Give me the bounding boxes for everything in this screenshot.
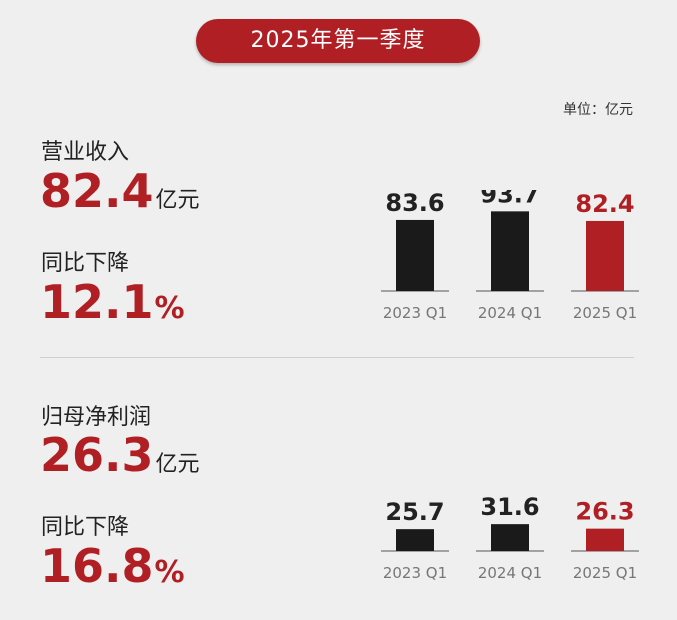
revenue-bar-2023-q1 xyxy=(396,219,434,291)
net-profit-value: 26.3亿元 xyxy=(40,432,200,488)
net-profit-change-label: 同比下降 xyxy=(41,515,130,540)
net-profit-bar-2025-q1 xyxy=(586,528,624,551)
revenue-category-label: 2023 Q1 xyxy=(383,304,447,322)
revenue-category-label: 2025 Q1 xyxy=(573,304,637,322)
net-profit-bar-2024-q1 xyxy=(491,524,529,551)
revenue-change-number: 12.1 xyxy=(40,275,154,329)
revenue-value-label: 93.7 xyxy=(480,190,539,208)
net-profit-value-label: 31.6 xyxy=(480,493,539,521)
unit-label: 单位：亿元 xyxy=(563,102,633,118)
revenue-change-percent: % xyxy=(154,291,185,326)
revenue-change-value: 12.1% xyxy=(40,279,185,332)
net-profit-category-label: 2023 Q1 xyxy=(383,564,447,582)
revenue-label: 营业收入 xyxy=(41,140,130,165)
revenue-change-label: 同比下降 xyxy=(41,251,130,276)
revenue-bar-chart: 83.6 2023 Q1 93.7 2024 Q1 82.4 2025 Q1 xyxy=(381,190,639,322)
revenue-value: 82.4亿元 xyxy=(40,168,200,224)
net-profit-change-value: 16.8% xyxy=(40,543,185,596)
net-profit-value-label: 26.3 xyxy=(575,498,634,526)
revenue-bar-2024-q1 xyxy=(491,211,529,291)
revenue-category-label: 2024 Q1 xyxy=(478,304,542,322)
net-profit-category-label: 2025 Q1 xyxy=(573,564,637,582)
net-profit-bar-2023-q1 xyxy=(396,529,434,551)
revenue-unit: 亿元 xyxy=(155,188,200,213)
net-profit-unit: 亿元 xyxy=(155,452,200,477)
revenue-value-label: 83.6 xyxy=(385,190,444,217)
net-profit-change-percent: % xyxy=(154,555,185,590)
net-profit-value-label: 25.7 xyxy=(385,498,444,526)
net-profit-bar-chart: 25.7 2023 Q1 31.6 2024 Q1 26.3 2025 Q1 xyxy=(381,493,639,582)
net-profit-number: 26.3 xyxy=(40,428,154,482)
page-title: 2025年第一季度 xyxy=(196,19,480,63)
revenue-value-label: 82.4 xyxy=(575,190,634,218)
section-divider xyxy=(40,357,634,358)
revenue-number: 82.4 xyxy=(40,164,154,218)
revenue-bar-2025-q1 xyxy=(586,220,624,291)
net-profit-change-number: 16.8 xyxy=(40,539,154,593)
net-profit-category-label: 2024 Q1 xyxy=(478,564,542,582)
net-profit-label: 归母净利润 xyxy=(41,405,152,430)
